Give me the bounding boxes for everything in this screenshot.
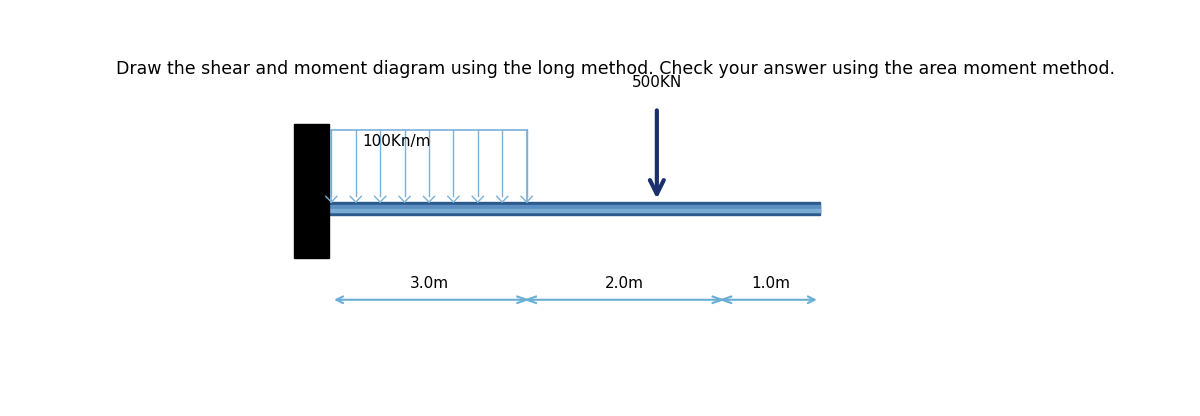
Bar (325, 205, 820, 213)
Text: 100Kn/m: 100Kn/m (362, 134, 431, 149)
Bar (325, 203, 820, 215)
Text: 1.0m: 1.0m (751, 276, 791, 291)
Text: 3.0m: 3.0m (409, 276, 449, 291)
Text: 500KN: 500KN (631, 75, 682, 90)
Text: 2.0m: 2.0m (605, 276, 643, 291)
Bar (325, 209, 820, 213)
Bar (294, 124, 330, 258)
Text: Draw the shear and moment diagram using the long method. Check your answer using: Draw the shear and moment diagram using … (115, 59, 1115, 77)
